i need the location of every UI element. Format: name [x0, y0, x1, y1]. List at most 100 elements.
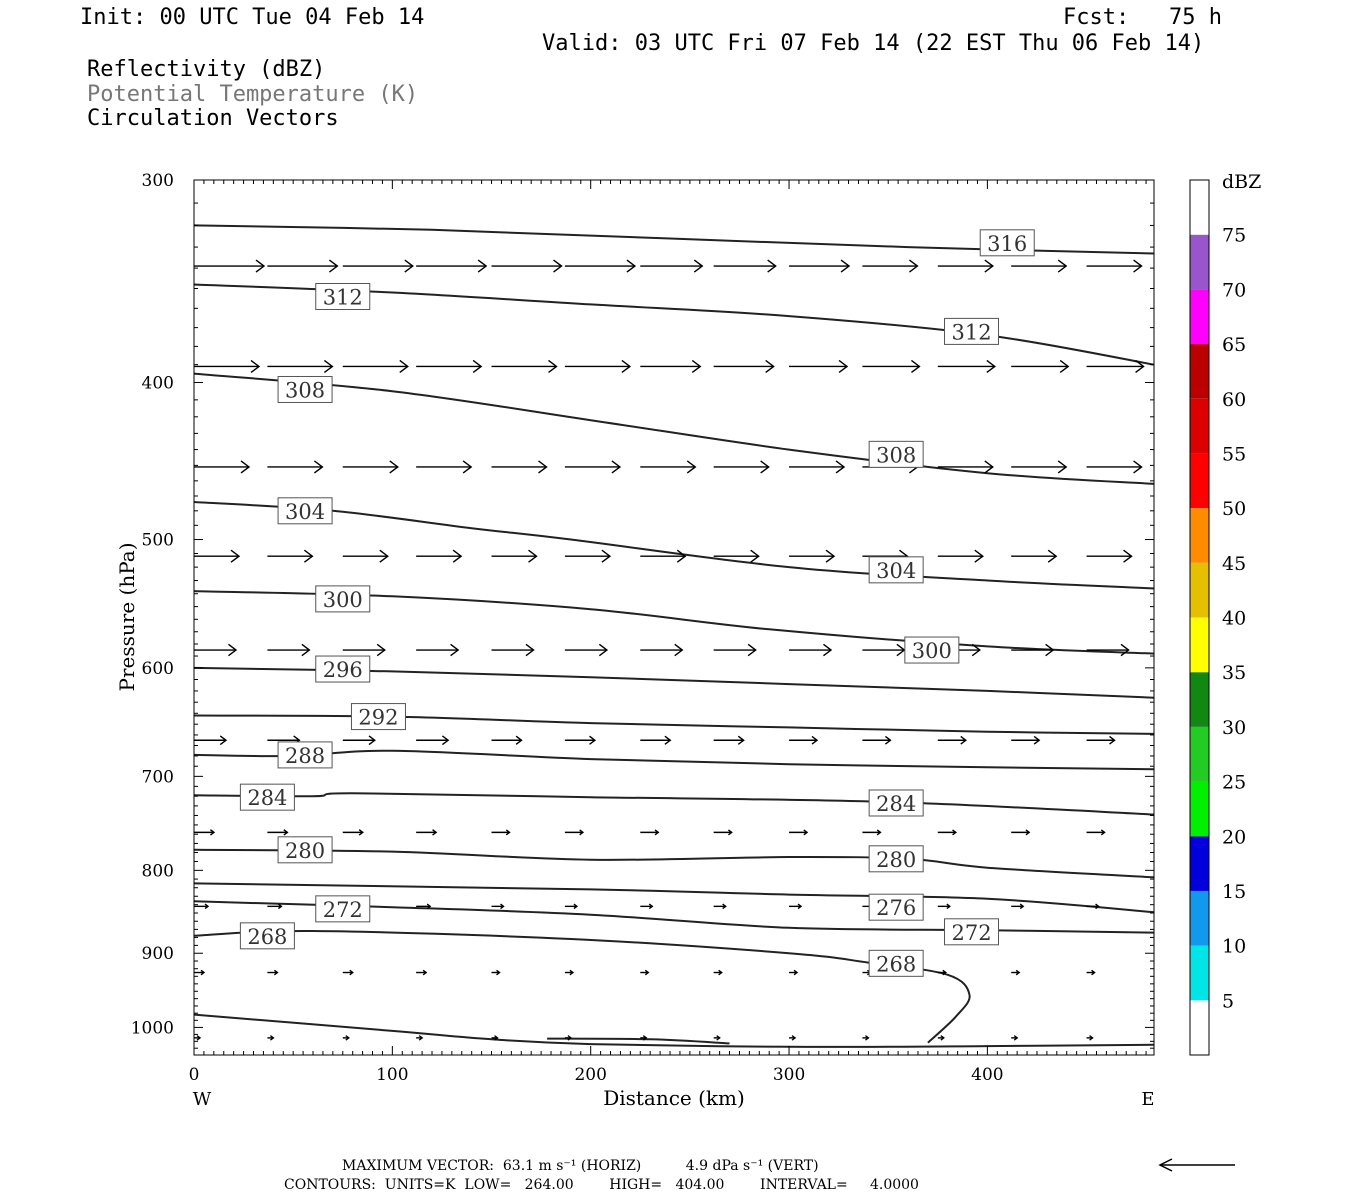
circulation-vector: [713, 549, 760, 563]
circulation-vector: [342, 549, 389, 563]
contour-label-text: 300: [323, 588, 363, 612]
x-tick-label: 300: [773, 1065, 805, 1085]
contour-info: CONTOURS: UNITS=K LOW= 264.00 HIGH= 404.…: [284, 1177, 919, 1193]
contour-label-text: 308: [876, 443, 916, 467]
colorbar-swatch: [1190, 398, 1209, 454]
contour-label-text: 308: [285, 378, 325, 402]
contour-label: 304: [868, 556, 924, 584]
circulation-vector: [194, 903, 210, 910]
circulation-vector: [1011, 1035, 1019, 1041]
contour-label: 280: [868, 845, 924, 873]
circulation-vector: [937, 259, 994, 273]
contour-label: 308: [868, 440, 924, 468]
circulation-vector: [937, 460, 994, 474]
isentrope-line: [194, 792, 1154, 816]
colorbar-label: 55: [1222, 443, 1246, 465]
circulation-vector: [1086, 969, 1096, 976]
x-tick-label: 200: [574, 1065, 606, 1085]
circulation-vector: [342, 829, 364, 836]
y-tick-label: 900: [142, 944, 174, 964]
circulation-vector: [1011, 460, 1068, 474]
colorbar-label: 65: [1222, 334, 1246, 356]
contour-label-text: 304: [285, 500, 325, 524]
contour-label-text: 280: [876, 848, 916, 872]
circulation-vector: [862, 829, 882, 836]
colorbar-swatch: [1190, 234, 1209, 290]
colorbar-swatch: [1190, 289, 1209, 345]
circulation-vector: [1086, 460, 1143, 474]
colorbar-label: 50: [1222, 498, 1246, 520]
circulation-vector: [1011, 259, 1068, 273]
circulation-vector: [491, 643, 535, 657]
circulation-vector: [789, 903, 803, 910]
circulation-vector: [342, 735, 376, 746]
isentrope-line: [194, 714, 1154, 735]
contour-label-text: 280: [285, 839, 325, 863]
circulation-vector: [194, 259, 266, 273]
circulation-vector: [640, 829, 660, 836]
circulation-vector: [1086, 643, 1130, 657]
y-tick-label: 700: [142, 767, 174, 787]
circulation-vector: [564, 969, 575, 976]
circulation-vector: [416, 359, 483, 374]
isentrope-line: [194, 501, 1154, 590]
x-tick-label: 100: [376, 1065, 408, 1085]
circulation-vector: [491, 1035, 499, 1041]
circulation-vector: [1011, 549, 1058, 563]
colorbar-swatch: [1190, 672, 1209, 727]
circulation-vector: [564, 1035, 573, 1041]
vector-layer: [194, 259, 1145, 1041]
contour-label: 280: [277, 836, 333, 864]
circulation-vector: [1011, 643, 1055, 657]
contour-layer: [194, 224, 1154, 1048]
x-axis-title: Distance (km): [603, 1086, 745, 1110]
isentrope-line: [194, 882, 1154, 914]
contour-label: 284: [239, 783, 295, 811]
contour-label: 312: [944, 317, 1000, 345]
circulation-vector: [267, 903, 283, 910]
x-west-label: W: [193, 1089, 212, 1110]
circulation-vector: [713, 1035, 721, 1041]
isentrope-line: [194, 1013, 1154, 1048]
colorbar-swatch: [1190, 617, 1209, 673]
circulation-vector: [862, 259, 919, 273]
init-time: Init: 00 UTC Tue 04 Feb 14: [80, 5, 425, 30]
circulation-vector: [194, 549, 241, 563]
contour-label-text: 312: [323, 285, 363, 309]
contour-label: 268: [239, 922, 295, 950]
circulation-vector: [194, 460, 251, 474]
colorbar-label: 40: [1222, 608, 1246, 630]
contour-label-text: 300: [912, 639, 952, 663]
max-vector-reference-arrow: [1158, 1158, 1235, 1172]
y-tick-label: 600: [142, 659, 174, 679]
circulation-vector: [416, 735, 450, 746]
circulation-vector: [194, 735, 228, 746]
y-tick-label: 800: [142, 861, 174, 881]
contour-label: 300: [904, 636, 960, 664]
contour-label: 304: [277, 497, 333, 525]
circulation-vector: [789, 359, 849, 374]
contour-label: 272: [315, 895, 371, 923]
circulation-vector: [564, 643, 609, 657]
colorbar-swatch: [1190, 945, 1209, 1001]
circulation-vector: [194, 643, 238, 657]
circulation-vector: [267, 359, 334, 374]
circulation-vector: [267, 643, 311, 657]
contour-label-text: 272: [951, 921, 991, 945]
colorbar-label: 25: [1222, 772, 1246, 794]
isentrope-line: [194, 848, 1154, 879]
circulation-vector: [640, 549, 687, 563]
circulation-vector: [194, 829, 216, 836]
circulation-vector: [713, 259, 777, 273]
circulation-vector: [491, 259, 563, 273]
colorbar-swatch: [1190, 453, 1209, 509]
x-east-label: E: [1141, 1089, 1154, 1110]
forecast-hour: Fcst: 75 h: [1063, 5, 1222, 30]
contour-label: 308: [277, 375, 333, 403]
circulation-vector: [713, 643, 757, 657]
circulation-vector: [194, 1035, 202, 1041]
y-tick-label: 300: [142, 171, 174, 191]
colorbar: 5 10 15 20 25 30 35 40 45 50 55 60 65 70 75 dBZ: [1189, 171, 1261, 1056]
circulation-vector: [564, 460, 622, 474]
colorbar-swatch: [1190, 890, 1209, 946]
